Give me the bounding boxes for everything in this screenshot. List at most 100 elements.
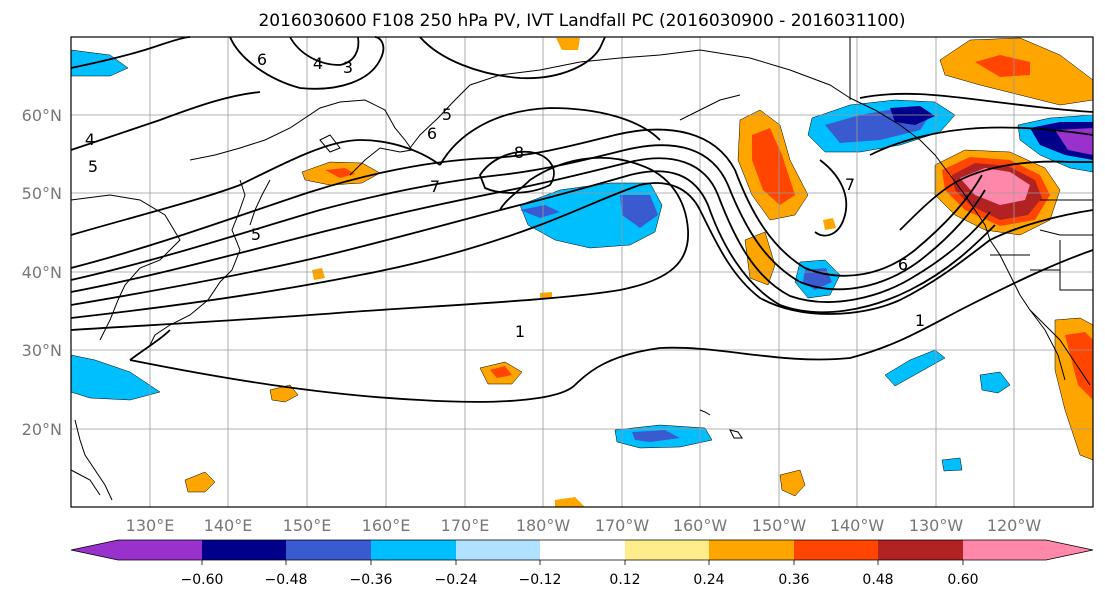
- shade-red-150w: [752, 128, 795, 205]
- contour-1b: [129, 249, 1094, 403]
- shade-red-155e: [325, 168, 355, 178]
- colorbar-seg-6: [625, 540, 709, 560]
- contour-label: 4: [85, 130, 95, 149]
- contour-mid: [439, 107, 661, 166]
- contour-east-b: [869, 126, 1094, 156]
- colorbar-seg-1: [202, 540, 286, 560]
- shade-blue-28n: [884, 349, 946, 387]
- lat-labels: 60°N 50°N 40°N 30°N 20°N: [22, 106, 62, 439]
- contour-4: [70, 157, 991, 303]
- contour-label: 1: [915, 311, 925, 330]
- shade-pink-pnw: [960, 168, 1030, 205]
- shade-red-27n: [490, 366, 512, 378]
- contour-east-c: [899, 160, 1093, 231]
- lon-label: 180°W: [516, 516, 571, 535]
- lon-label: 170°W: [595, 516, 650, 535]
- contour-1c: [129, 329, 171, 361]
- colorbar-seg-2: [286, 540, 371, 560]
- lon-label: 170°E: [441, 516, 490, 535]
- lon-label: 140°E: [204, 516, 253, 535]
- contour-label: 8: [514, 143, 524, 162]
- lon-label: 140°W: [830, 516, 885, 535]
- map-panel: 6 4 3 5 6 8 7 5 7 6 1 1 4 5: [70, 36, 1094, 508]
- lat-label: 40°N: [22, 263, 62, 282]
- colorbar-tick-label: −0.48: [265, 572, 308, 588]
- pv-contours: [70, 36, 1094, 403]
- contour-label: 1: [515, 322, 525, 341]
- shade-orange-bottom: [555, 497, 585, 507]
- lat-label: 30°N: [22, 341, 62, 360]
- contour-label: 7: [430, 177, 440, 196]
- contour-label: 5: [442, 105, 452, 124]
- contour-label: 6: [427, 124, 437, 143]
- colorbar: −0.60 −0.48 −0.36 −0.24 −0.12 0.12 0.24 …: [70, 539, 1094, 588]
- shade-darkblue-180: [620, 195, 658, 228]
- lon-label: 150°E: [283, 516, 332, 535]
- colorbar-tick-label: −0.24: [435, 572, 478, 588]
- shade-purple-ne: [1055, 128, 1093, 155]
- shade-orange-27n-west: [269, 384, 299, 403]
- lon-label: 130°W: [909, 516, 964, 535]
- contour-2: [70, 182, 1094, 319]
- colorbar-tick-label: 0.60: [947, 572, 978, 588]
- map-title: 2016030600 F108 250 hPa PV, IVT Landfall…: [258, 11, 905, 31]
- colorbar-tick-label: −0.60: [181, 572, 224, 588]
- lat-label: 20°N: [22, 420, 62, 439]
- contour-label: 6: [898, 255, 908, 274]
- colorbar-tick-label: −0.12: [519, 572, 562, 588]
- colorbar-tick-label: 0.12: [609, 572, 640, 588]
- lat-label: 50°N: [22, 184, 62, 203]
- contour-east-a: [859, 92, 1094, 113]
- shade-darkblue-180b: [520, 205, 560, 218]
- colorbar-seg-7: [709, 540, 794, 560]
- contour-label: 5: [88, 157, 98, 176]
- contour-label: 7: [845, 175, 855, 194]
- contour-labels: 6 4 3 5 6 8 7 5 7 6 1 1 4 5: [85, 50, 925, 341]
- lon-label: 120°W: [987, 516, 1042, 535]
- colorbar-seg-8: [794, 540, 878, 560]
- contour-gap: [70, 91, 261, 151]
- contour-top-d: [419, 36, 606, 80]
- contour-5: [70, 144, 986, 291]
- contour-8: [478, 150, 555, 194]
- colorbar-seg-5: [540, 540, 625, 560]
- colorbar-outline: [70, 539, 1094, 561]
- colorbar-seg-3: [371, 540, 456, 560]
- contour-label: 5: [251, 225, 261, 244]
- shade-orange-40n-small: [312, 268, 325, 280]
- shade-navy-goa: [890, 106, 935, 125]
- shade-blue-28n-b: [979, 371, 1011, 394]
- contour-top-c: [70, 36, 191, 69]
- colorbar-tick-label: 0.24: [693, 572, 724, 588]
- lon-labels: 130°E 140°E 150°E 160°E 170°E 180°W 170°…: [126, 516, 1042, 535]
- contour-6: [70, 128, 983, 277]
- shade-orange-small: [823, 218, 836, 230]
- contour-label: 4: [313, 54, 323, 73]
- colorbar-seg-4: [456, 540, 540, 560]
- colorbar-tick-label: −0.36: [350, 572, 393, 588]
- shade-medblue-18n: [632, 430, 680, 442]
- shade-blue-12n: [941, 457, 963, 472]
- contour-top-b: [289, 36, 360, 66]
- shade-red-topright: [975, 55, 1030, 77]
- lon-label: 160°E: [362, 516, 411, 535]
- contour-3: [70, 170, 996, 314]
- colorbar-tick-label: 0.48: [862, 572, 893, 588]
- coastlines: [70, 37, 1093, 501]
- shade-orange-13n: [184, 471, 216, 493]
- contour-top-a: [229, 36, 385, 90]
- shade-top-orange: [556, 38, 580, 50]
- shade-red-mexico: [1065, 332, 1093, 400]
- colorbar-seg-9: [878, 540, 963, 560]
- colorbar-seg-0: [71, 540, 202, 560]
- shade-orange-35n-small: [540, 292, 552, 298]
- shade-blue-west: [70, 354, 161, 401]
- contour-7: [70, 139, 441, 236]
- contour-label: 6: [257, 50, 267, 69]
- lon-label: 160°W: [673, 516, 728, 535]
- lon-label: 150°W: [752, 516, 807, 535]
- colorbar-tick-label: 0.36: [778, 572, 809, 588]
- gridlines: [71, 37, 1093, 507]
- shade-orange-13n-b: [779, 469, 806, 497]
